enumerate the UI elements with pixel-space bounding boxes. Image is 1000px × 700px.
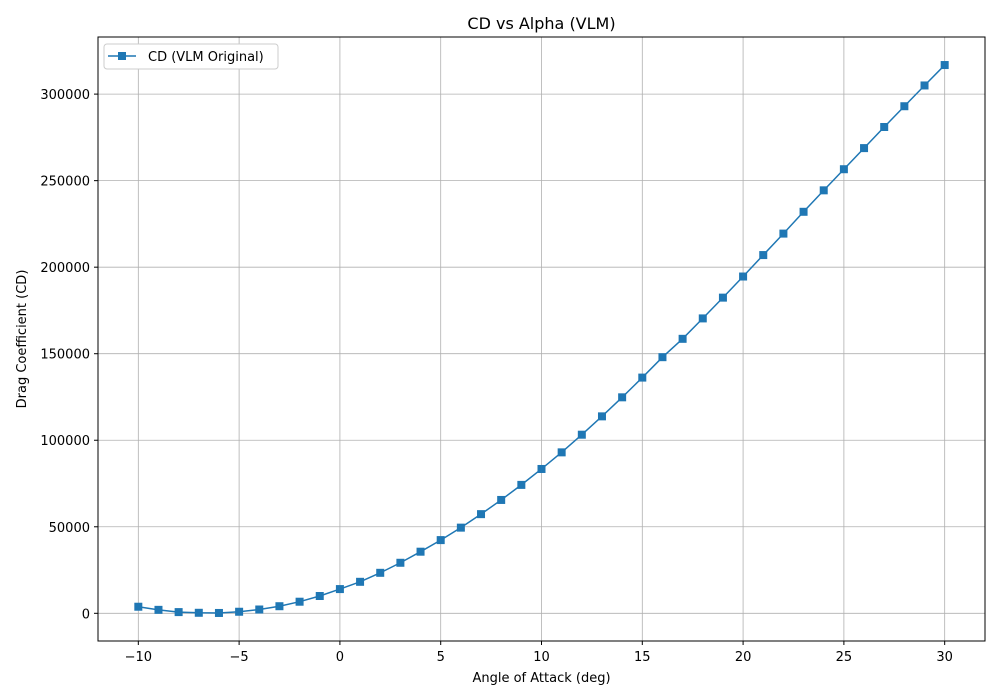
data-point <box>739 272 748 281</box>
data-point <box>819 186 828 195</box>
x-tick-label: 20 <box>735 650 752 665</box>
data-point <box>698 314 707 323</box>
data-point <box>799 207 808 216</box>
ticks-layer: −10 −5 0 5 10 15 20 25 30 0 50000 100000 150000 20000… <box>40 88 953 665</box>
data-point <box>416 547 425 556</box>
data-point <box>557 448 566 457</box>
data-point <box>214 608 223 617</box>
x-axis-label: Angle of Attack (deg) <box>472 671 610 686</box>
data-point <box>376 568 385 577</box>
data-point <box>638 373 647 382</box>
data-point <box>779 229 788 238</box>
data-point <box>315 592 324 601</box>
y-tick-label: 200000 <box>40 261 90 276</box>
data-point <box>940 61 949 70</box>
data-point <box>759 251 768 260</box>
data-point <box>517 480 526 489</box>
data-point <box>678 334 687 343</box>
data-point <box>396 558 405 567</box>
x-tick-label: 5 <box>437 650 445 665</box>
grid-layer <box>98 37 985 641</box>
data-point <box>194 608 203 617</box>
legend: CD (VLM Original) <box>103 43 279 70</box>
data-point <box>839 165 848 174</box>
x-tick-label: 15 <box>634 650 651 665</box>
data-point <box>920 81 929 90</box>
data-point <box>356 577 365 586</box>
data-point <box>618 393 627 402</box>
legend-marker <box>118 52 126 60</box>
data-point <box>497 495 506 504</box>
data-point <box>134 602 143 611</box>
data-point <box>658 353 667 362</box>
data-point <box>235 607 244 616</box>
x-tick-label: 10 <box>533 650 550 665</box>
data-point <box>154 605 163 614</box>
x-tick-label: 25 <box>836 650 853 665</box>
data-point <box>456 523 465 532</box>
x-tick-label: 0 <box>336 650 344 665</box>
legend-label: CD (VLM Original) <box>148 50 264 65</box>
y-tick-label: 300000 <box>40 88 90 103</box>
legend-box <box>103 43 279 70</box>
data-point <box>275 602 284 611</box>
y-tick-label: 250000 <box>40 175 90 190</box>
data-point <box>577 430 586 439</box>
data-point <box>436 536 445 545</box>
x-tick-label: 30 <box>936 650 953 665</box>
series-layer <box>134 61 949 617</box>
y-tick-label: 0 <box>82 607 90 622</box>
data-point <box>900 102 909 111</box>
y-tick-label: 150000 <box>40 348 90 363</box>
data-point <box>295 597 304 606</box>
data-point <box>718 293 727 302</box>
chart-title: CD vs Alpha (VLM) <box>467 14 615 33</box>
data-point <box>860 144 869 153</box>
y-tick-label: 100000 <box>40 434 90 449</box>
x-tick-label: −10 <box>125 650 152 665</box>
data-point <box>880 122 889 131</box>
y-axis-label: Drag Coefficient (CD) <box>15 270 30 409</box>
data-point <box>477 510 486 519</box>
x-tick-label: −5 <box>230 650 249 665</box>
data-point <box>537 464 546 473</box>
y-tick-label: 50000 <box>49 521 90 536</box>
data-point <box>335 585 344 594</box>
data-point <box>174 608 183 617</box>
data-point <box>255 605 264 614</box>
data-point <box>597 412 606 421</box>
